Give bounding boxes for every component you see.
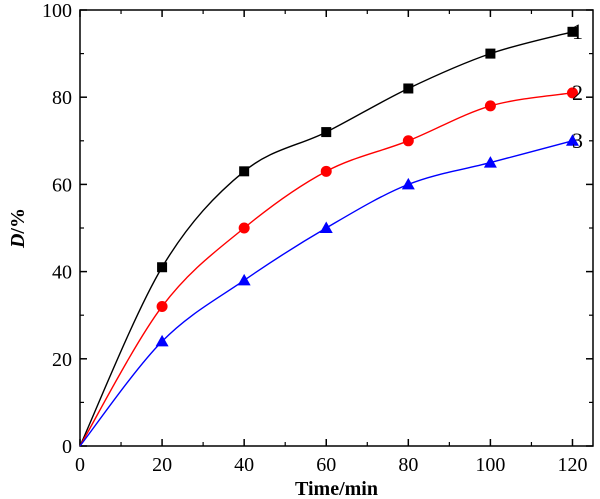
data-point (238, 222, 250, 234)
series-1-line (79, 31, 573, 447)
data-point (239, 166, 250, 177)
data-point (483, 156, 497, 168)
data-point (321, 127, 332, 138)
data-point (401, 177, 415, 190)
y-tick-label: 0 (62, 436, 72, 458)
y-tick-label: 80 (52, 87, 72, 109)
series-2-label: 2 (572, 80, 583, 105)
data-point (319, 221, 333, 233)
x-tick-label: 60 (316, 454, 336, 476)
axes (79, 9, 594, 447)
series-3: 3 (79, 128, 583, 447)
series-group: 1 2 3 (79, 19, 583, 447)
series-1-label: 1 (572, 19, 583, 44)
x-tick-label: 20 (152, 454, 172, 476)
y-axis-title-unit: /% (7, 208, 29, 235)
data-point (566, 87, 578, 99)
x-tick-label: 100 (475, 454, 505, 476)
data-point (565, 134, 579, 146)
x-tick-label: 80 (398, 454, 418, 476)
data-point (567, 26, 578, 37)
y-tick-label: 40 (52, 262, 72, 284)
x-tick-label: 0 (75, 454, 85, 476)
x-axis-title: Time/min (295, 478, 378, 499)
series-2-line (79, 92, 573, 447)
y-tick-label: 60 (52, 174, 72, 196)
data-point (156, 300, 168, 312)
series-2: 2 (79, 80, 583, 447)
y-axis-title: D/% (7, 208, 29, 249)
series-3-label: 3 (572, 128, 583, 153)
plot-frame (79, 9, 594, 447)
x-tick-label: 120 (557, 454, 587, 476)
x-tick-label: 40 (234, 454, 254, 476)
series-1: 1 (79, 19, 583, 447)
data-point (484, 100, 496, 112)
data-point (320, 165, 332, 177)
y-tick-label: 100 (42, 0, 72, 22)
data-point (403, 83, 414, 94)
ticks: 0 20 40 60 80 100 120 0 20 40 60 80 100 (42, 0, 593, 476)
y-tick-label: 20 (52, 349, 72, 371)
data-point (155, 334, 169, 347)
data-point (402, 135, 414, 147)
data-point (485, 48, 496, 59)
y-axis-title-symbol: D (7, 234, 29, 249)
data-point (157, 262, 168, 273)
data-point (237, 273, 251, 286)
series-3-line (79, 140, 573, 447)
